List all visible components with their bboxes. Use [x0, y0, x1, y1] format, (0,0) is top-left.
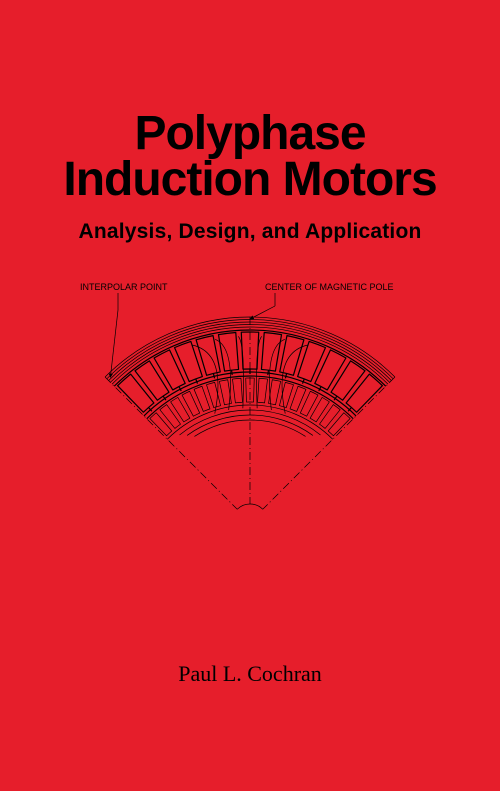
title-line-2: Induction Motors	[0, 156, 500, 204]
book-cover: Polyphase Induction Motors Analysis, Des…	[0, 0, 500, 791]
subtitle: Analysis, Design, and Application	[0, 220, 500, 244]
motor-cross-section-diagram: INTERPOLAR POINT CENTER OF MAGNETIC POLE	[60, 272, 440, 542]
svg-text:CENTER OF MAGNETIC POLE: CENTER OF MAGNETIC POLE	[265, 282, 394, 292]
author-name: Paul L. Cochran	[0, 661, 500, 687]
svg-text:INTERPOLAR POINT: INTERPOLAR POINT	[80, 282, 168, 292]
title-block: Polyphase Induction Motors Analysis, Des…	[0, 110, 500, 244]
title-line-1: Polyphase	[0, 110, 500, 158]
